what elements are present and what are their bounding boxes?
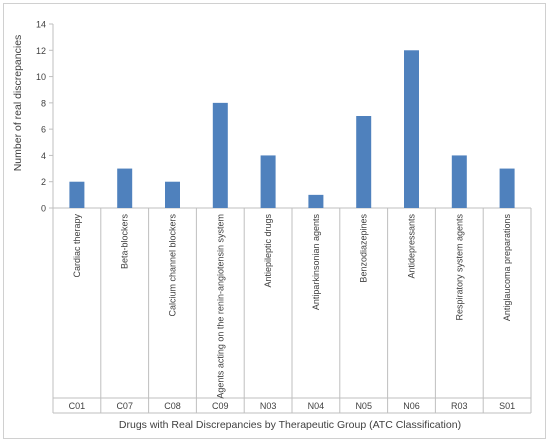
category-code-label: S01: [499, 401, 515, 411]
bar-n03: [260, 155, 276, 208]
category-code-label: C07: [116, 401, 133, 411]
bar-r03: [451, 155, 467, 208]
bar-n05: [356, 116, 372, 208]
category-label: Respiratory system agents: [454, 214, 464, 321]
category-label: Antiparkinsonian agents: [311, 214, 321, 311]
chart-frame: [3, 3, 546, 439]
bar-s01: [499, 168, 515, 208]
y-tick-label: 8: [41, 98, 46, 108]
y-tick-label: 14: [36, 20, 46, 30]
y-axis-title: Number of real discrepancies: [12, 35, 24, 172]
category-label: Benzodiazepines: [359, 214, 369, 283]
category-code-label: N05: [355, 401, 372, 411]
category-label: Calcium channel blockers: [168, 214, 178, 317]
category-code-label: C01: [69, 401, 86, 411]
y-tick-label: 2: [41, 177, 46, 187]
category-code-label: N03: [260, 401, 277, 411]
y-tick-label: 10: [36, 72, 46, 82]
bar-c09: [212, 102, 228, 208]
category-code-label: R03: [451, 401, 468, 411]
category-label: Antiglaucoma preparations: [502, 214, 512, 322]
category-label: Antidepressants: [407, 214, 417, 279]
category-code-label: N06: [403, 401, 420, 411]
y-tick-label: 4: [41, 151, 46, 161]
y-tick-label: 12: [36, 46, 46, 56]
y-tick-label: 0: [41, 204, 46, 214]
category-label: Beta-blockers: [120, 214, 130, 270]
category-label: Agents acting on the renin-angiotensin s…: [215, 214, 225, 399]
bar-c08: [165, 181, 180, 208]
x-axis-title: Drugs with Real Discrepancies by Therape…: [119, 419, 461, 431]
category-code-label: N04: [308, 401, 325, 411]
bar-n06: [404, 50, 419, 209]
bar-c07: [117, 168, 133, 208]
category-label: Antiepileptic drugs: [263, 214, 273, 288]
bar-c01: [69, 181, 85, 208]
category-code-label: C09: [212, 401, 229, 411]
category-code-label: C08: [164, 401, 181, 411]
y-tick-label: 6: [41, 125, 46, 135]
bar-n04: [308, 194, 324, 208]
category-label: Cardiac therapy: [72, 214, 82, 278]
